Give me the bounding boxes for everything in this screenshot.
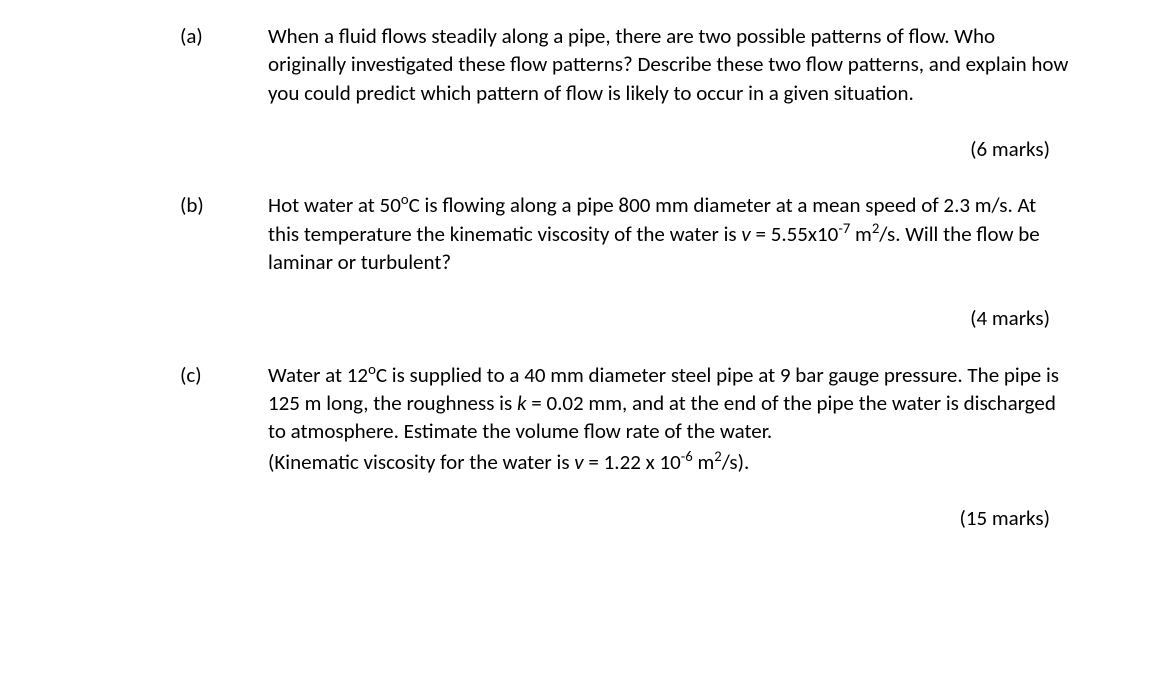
question-c-extra: (Kinematic viscosity for the water is v … — [268, 448, 1070, 476]
question-c-text: Water at 12oC is supplied to a 40 mm dia… — [268, 361, 1070, 446]
question-a-marks-row: (6 marks) — [180, 135, 1070, 163]
question-a-text: When a fluid flows steadily along a pipe… — [268, 22, 1070, 107]
question-c-marks: (15 marks) — [960, 504, 1051, 532]
question-b: (b) Hot water at 50oC is flowing along a… — [180, 191, 1070, 332]
question-a-row: (a) When a fluid flows steadily along a … — [180, 22, 1070, 107]
question-c: (c) Water at 12oC is supplied to a 40 mm… — [180, 361, 1070, 533]
question-c-row: (c) Water at 12oC is supplied to a 40 mm… — [180, 361, 1070, 476]
question-b-marks-row: (4 marks) — [180, 304, 1070, 332]
question-c-text-wrap: Water at 12oC is supplied to a 40 mm dia… — [268, 361, 1070, 476]
question-b-marks: (4 marks) — [970, 304, 1050, 332]
question-a-label: (a) — [180, 22, 268, 50]
question-a: (a) When a fluid flows steadily along a … — [180, 22, 1070, 163]
question-c-marks-row: (15 marks) — [180, 504, 1070, 532]
question-b-label: (b) — [180, 191, 268, 219]
question-a-marks: (6 marks) — [970, 135, 1050, 163]
question-c-label: (c) — [180, 361, 268, 389]
question-b-text: Hot water at 50oC is flowing along a pip… — [268, 191, 1070, 276]
question-b-row: (b) Hot water at 50oC is flowing along a… — [180, 191, 1070, 276]
